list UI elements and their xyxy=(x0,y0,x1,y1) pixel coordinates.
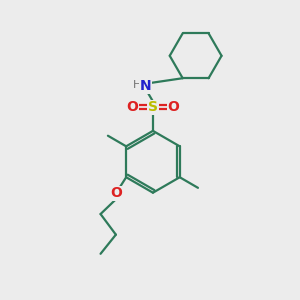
Text: S: S xyxy=(148,100,158,114)
Text: H: H xyxy=(133,80,142,90)
Text: N: N xyxy=(140,79,152,93)
Text: O: O xyxy=(168,100,179,114)
Text: O: O xyxy=(126,100,138,114)
Text: O: O xyxy=(110,186,122,200)
